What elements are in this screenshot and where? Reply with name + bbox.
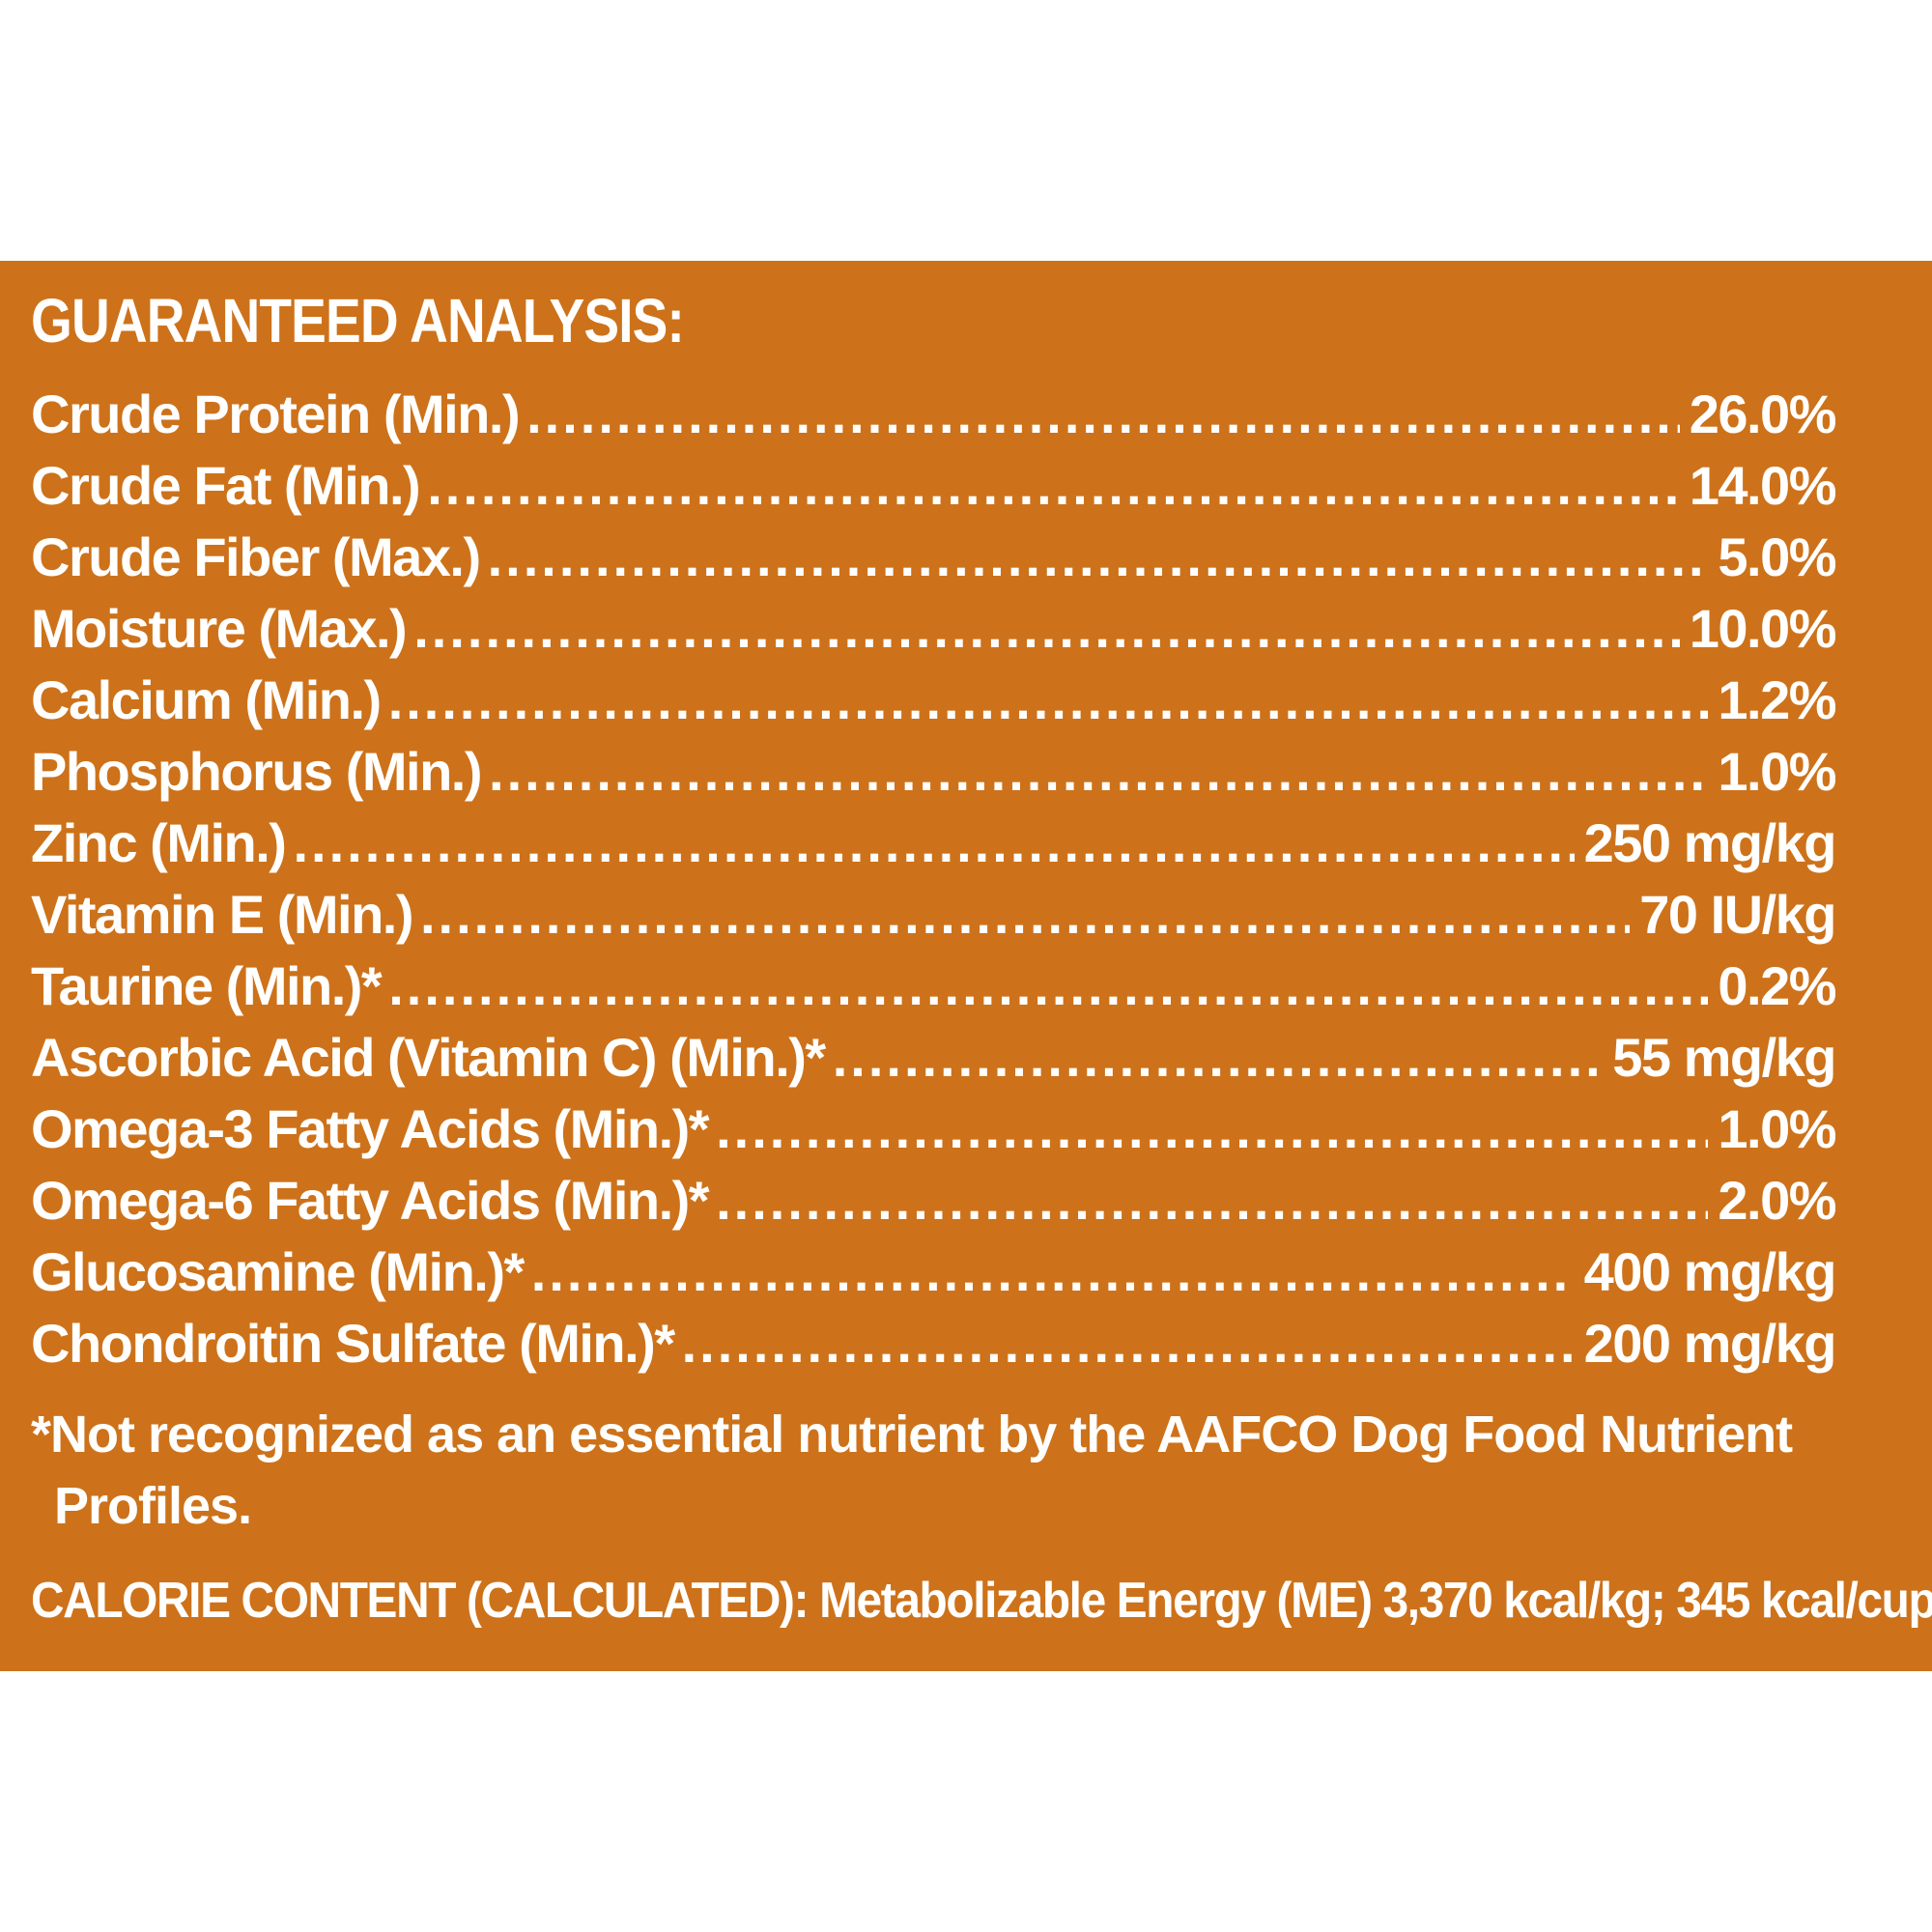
analysis-row: Crude Protein (Min.) 26.0% [31, 379, 1835, 450]
nutrient-value: 400 mg/kg [1583, 1241, 1835, 1302]
analysis-row: Zinc (Min.) 250 mg/kg [31, 808, 1835, 879]
footnote-line: *Not recognized as an essential nutrient… [31, 1406, 1793, 1463]
dot-leader [293, 808, 1574, 879]
nutrient-label: Zinc (Min.) [31, 812, 287, 873]
footnote-line: Profiles. [54, 1477, 252, 1535]
nutrient-value: 250 mg/kg [1583, 812, 1835, 873]
analysis-row: Crude Fat (Min.) 14.0% [31, 450, 1835, 522]
nutrient-value: 14.0% [1689, 455, 1835, 516]
nutrient-label: Calcium (Min.) [31, 669, 382, 730]
dot-leader [489, 736, 1708, 808]
nutrient-label: Ascorbic Acid (Vitamin C) (Min.)* [31, 1027, 826, 1088]
dot-leader [716, 1094, 1708, 1165]
analysis-row: Crude Fiber (Max.) 5.0% [31, 522, 1835, 593]
analysis-row: Omega-3 Fatty Acids (Min.)* 1.0% [31, 1094, 1835, 1165]
nutrient-value: 70 IU/kg [1639, 884, 1835, 945]
nutrient-value: 1.0% [1718, 1098, 1835, 1159]
analysis-row: Vitamin E (Min.) 70 IU/kg [31, 879, 1835, 951]
dot-leader [413, 593, 1680, 665]
nutrient-label: Vitamin E (Min.) [31, 884, 414, 945]
analysis-row: Calcium (Min.) 1.2% [31, 665, 1835, 736]
nutrient-value: 0.2% [1718, 955, 1835, 1016]
analysis-row: Phosphorus (Min.) 1.0% [31, 736, 1835, 808]
nutrient-label: Phosphorus (Min.) [31, 741, 483, 802]
nutrient-value: 5.0% [1718, 526, 1835, 587]
dot-leader [388, 951, 1708, 1022]
analysis-row: Taurine (Min.)* 0.2% [31, 951, 1835, 1022]
nutrient-value: 26.0% [1689, 384, 1835, 444]
nutrient-label: Crude Fiber (Max.) [31, 526, 481, 587]
panel-title: GUARANTEED ANALYSIS: [31, 286, 685, 355]
dot-leader [833, 1022, 1604, 1094]
dot-leader [526, 379, 1680, 450]
analysis-row: Omega-6 Fatty Acids (Min.)* 2.0% [31, 1165, 1835, 1236]
nutrient-value: 200 mg/kg [1583, 1313, 1835, 1374]
analysis-row: Chondroitin Sulfate (Min.)* 200 mg/kg [31, 1308, 1835, 1379]
nutrient-value: 2.0% [1718, 1170, 1835, 1231]
nutrient-value: 10.0% [1689, 598, 1835, 659]
footnote: *Not recognized as an essential nutrient… [31, 1399, 1835, 1542]
nutrient-label: Chondroitin Sulfate (Min.)* [31, 1313, 675, 1374]
analysis-row: Glucosamine (Min.)* 400 mg/kg [31, 1236, 1835, 1308]
dot-leader [427, 450, 1680, 522]
nutrient-value: 1.0% [1718, 741, 1835, 802]
analysis-table: Crude Protein (Min.) 26.0% Crude Fat (Mi… [31, 379, 1835, 1379]
analysis-row: Ascorbic Acid (Vitamin C) (Min.)* 55 mg/… [31, 1022, 1835, 1094]
dot-leader [488, 522, 1709, 593]
nutrient-value: 55 mg/kg [1612, 1027, 1835, 1088]
nutrient-label: Taurine (Min.)* [31, 955, 383, 1016]
nutrient-label: Omega-6 Fatty Acids (Min.)* [31, 1170, 710, 1231]
nutrient-label: Crude Fat (Min.) [31, 455, 421, 516]
nutrient-label: Omega-3 Fatty Acids (Min.)* [31, 1098, 710, 1159]
dot-leader [531, 1236, 1575, 1308]
analysis-row: Moisture (Max.) 10.0% [31, 593, 1835, 665]
dot-leader [388, 665, 1709, 736]
nutrient-label: Moisture (Max.) [31, 598, 408, 659]
nutrient-label: Glucosamine (Min.)* [31, 1241, 525, 1302]
nutrient-value: 1.2% [1718, 669, 1835, 730]
dot-leader [716, 1165, 1708, 1236]
nutrient-label: Crude Protein (Min.) [31, 384, 521, 444]
dot-leader [420, 879, 1630, 951]
guaranteed-analysis-panel: GUARANTEED ANALYSIS: Crude Protein (Min.… [0, 261, 1932, 1671]
calorie-content: CALORIE CONTENT (CALCULATED): Metaboliza… [31, 1573, 1932, 1629]
dot-leader [682, 1308, 1575, 1379]
